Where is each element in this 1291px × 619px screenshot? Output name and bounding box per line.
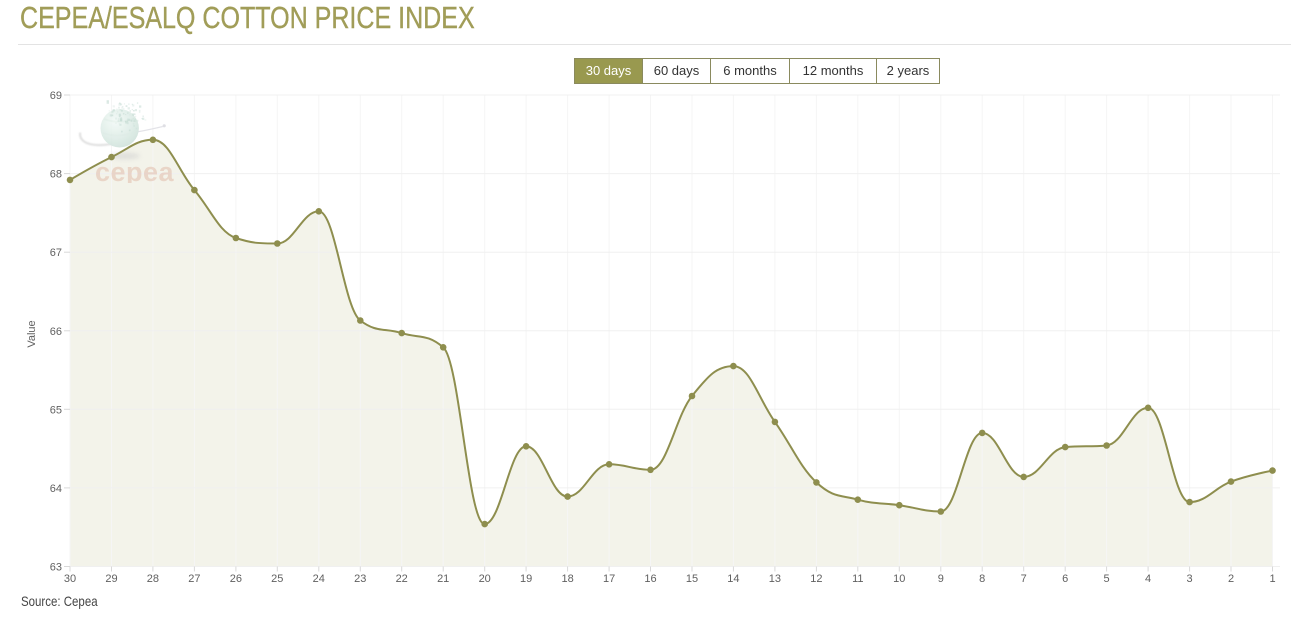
svg-text:69: 69 [50, 90, 62, 102]
svg-text:28: 28 [147, 573, 159, 585]
svg-text:68: 68 [50, 169, 62, 181]
svg-text:65: 65 [50, 404, 62, 416]
svg-text:63: 63 [50, 562, 62, 574]
svg-text:26: 26 [230, 573, 242, 585]
svg-text:4: 4 [1145, 573, 1151, 585]
svg-text:5: 5 [1104, 573, 1110, 585]
svg-text:67: 67 [50, 247, 62, 259]
svg-text:18: 18 [561, 573, 573, 585]
svg-text:21: 21 [437, 573, 449, 585]
svg-text:16: 16 [644, 573, 656, 585]
svg-text:29: 29 [105, 573, 117, 585]
svg-text:20: 20 [479, 573, 491, 585]
svg-text:17: 17 [603, 573, 615, 585]
svg-text:cepea: cepea [95, 157, 175, 187]
svg-text:23: 23 [354, 573, 366, 585]
svg-text:10: 10 [893, 573, 905, 585]
svg-text:2: 2 [1228, 573, 1234, 585]
svg-text:64: 64 [50, 483, 62, 495]
svg-text:Value: Value [26, 320, 38, 347]
svg-text:14: 14 [727, 573, 739, 585]
svg-text:6: 6 [1062, 573, 1068, 585]
svg-text:66: 66 [50, 326, 62, 338]
svg-text:24: 24 [313, 573, 325, 585]
svg-text:30: 30 [64, 573, 76, 585]
svg-text:19: 19 [520, 573, 532, 585]
svg-text:27: 27 [188, 573, 200, 585]
svg-text:3: 3 [1187, 573, 1193, 585]
svg-text:22: 22 [396, 573, 408, 585]
svg-text:7: 7 [1021, 573, 1027, 585]
svg-text:9: 9 [938, 573, 944, 585]
svg-text:11: 11 [852, 573, 863, 585]
svg-text:8: 8 [979, 573, 985, 585]
svg-text:12: 12 [810, 573, 822, 585]
svg-text:25: 25 [271, 573, 283, 585]
svg-text:13: 13 [769, 573, 781, 585]
svg-text:1: 1 [1269, 573, 1275, 585]
svg-text:15: 15 [686, 573, 698, 585]
